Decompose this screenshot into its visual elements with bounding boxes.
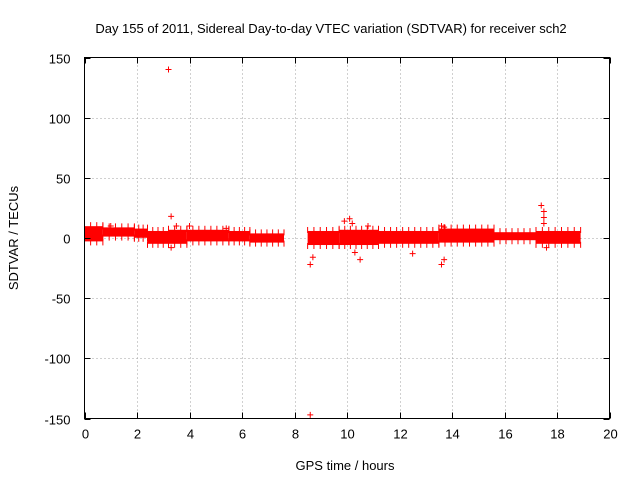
y-tick-label: -100 [44,352,70,367]
x-tick-label: 8 [292,427,299,442]
data-band [147,230,169,244]
y-tick-label: 50 [56,172,70,187]
x-tick-label: 18 [550,427,564,442]
data-band [102,227,135,237]
data-point [543,244,550,251]
y-axis-label: SDTVAR / TECUs [6,185,21,290]
data-point [165,66,172,73]
data-point [173,222,180,229]
data-band [84,226,103,242]
data-band [339,229,379,246]
data-point [307,261,314,268]
y-tick-label: 100 [49,112,71,127]
data-point [540,214,547,221]
data-band [134,228,148,238]
y-tick-label: -150 [44,413,70,428]
data-point [538,202,545,209]
data-band [494,232,536,241]
x-tick-label: 12 [393,427,407,442]
data-point [309,254,316,261]
y-tick-label: 0 [63,232,70,247]
x-tick-label: 0 [82,427,89,442]
data-point [307,411,314,418]
x-tick-label: 2 [134,427,141,442]
data-point [349,220,356,227]
data-band [307,230,340,246]
data-point [351,249,358,256]
data-band [249,233,284,243]
data-point [540,208,547,215]
data-point [357,256,364,263]
x-axis-label: GPS time / hours [296,458,395,473]
data-point [168,213,175,220]
data-point [438,222,445,229]
data-point [365,222,371,229]
x-tick-label: 16 [498,427,512,442]
data-band [168,229,187,244]
data-band [536,230,581,244]
y-tick-label: -50 [52,292,71,307]
axis-ticks [84,57,611,420]
data-point [409,250,416,257]
data-points [84,66,582,418]
x-tick-label: 14 [445,427,459,442]
data-point [107,222,114,229]
data-point [438,261,445,268]
data-point [441,256,448,263]
data-point [186,222,193,229]
data-point [441,224,448,231]
x-tick-label: 6 [239,427,246,442]
data-band [378,230,439,244]
x-tick-label: 4 [187,427,194,442]
y-tick-label: 150 [49,52,71,67]
chart-title: Day 155 of 2011, Sidereal Day-to-day VTE… [95,21,566,36]
data-point [168,244,175,251]
data-band [186,229,229,242]
data-band [228,230,250,242]
tick-labels: 0 2 4 6 8 10 12 14 16 18 20 150 100 50 0 -50 -100 -150 [44,52,617,442]
x-tick-label: 20 [603,427,617,442]
data-point [346,215,353,222]
data-band [438,228,494,243]
x-tick-label: 10 [340,427,354,442]
data-point [540,220,547,227]
data-point [341,218,348,225]
data-point [223,225,230,232]
